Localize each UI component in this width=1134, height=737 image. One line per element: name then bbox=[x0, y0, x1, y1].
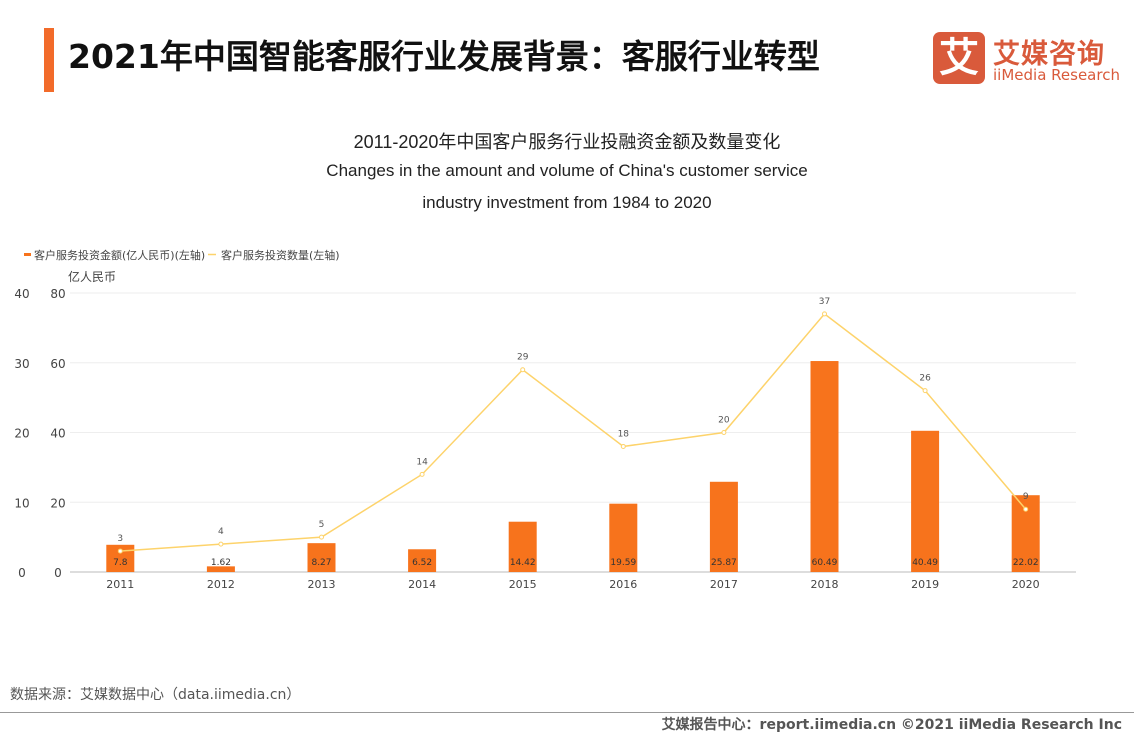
bar-data-label: 22.02 bbox=[1013, 558, 1039, 568]
logo-mark: 艾 bbox=[933, 32, 985, 84]
logo-cn: 艾媒咨询 bbox=[993, 39, 1105, 70]
bar-data-label: 14.42 bbox=[510, 558, 536, 568]
page-title: 2021年中国智能客服行业发展背景：客服行业转型 bbox=[68, 37, 820, 76]
line-point bbox=[419, 471, 425, 477]
bar bbox=[408, 549, 437, 572]
line-point bbox=[218, 541, 224, 547]
line-data-label: 5 bbox=[319, 520, 325, 530]
bar-data-label: 6.52 bbox=[412, 558, 432, 568]
bar bbox=[206, 566, 235, 572]
data-source: 数据来源：艾媒数据中心（data.iimedia.cn） bbox=[10, 687, 301, 703]
x-tick-label: 2012 bbox=[207, 578, 235, 591]
x-tick-label: 2018 bbox=[811, 578, 839, 591]
line-point bbox=[620, 443, 626, 449]
bar-data-label: 7.8 bbox=[113, 558, 128, 568]
x-tick-label: 2016 bbox=[609, 578, 637, 591]
legend-bar-label: 客户服务投资金额(亿人民币)(左轴) bbox=[34, 248, 205, 262]
line-data-label: 4 bbox=[218, 527, 224, 537]
line-point bbox=[922, 388, 928, 394]
bar-data-label: 1.62 bbox=[211, 558, 231, 568]
inner-y-tick: 0 bbox=[54, 566, 62, 580]
footer-divider bbox=[0, 712, 1134, 713]
outer-y-tick: 20 bbox=[14, 427, 29, 441]
line-data-label: 3 bbox=[117, 534, 123, 544]
x-tick-label: 2019 bbox=[911, 578, 939, 591]
x-tick-label: 2014 bbox=[408, 578, 436, 591]
bar-data-label: 19.59 bbox=[610, 558, 636, 568]
chart-subtitle-2: industry investment from 1984 to 2020 bbox=[422, 193, 712, 212]
line-data-label: 18 bbox=[618, 429, 630, 439]
line-point bbox=[721, 430, 727, 435]
line-data-label: 26 bbox=[919, 374, 931, 384]
x-tick-label: 2015 bbox=[509, 578, 537, 591]
bar-data-label: 60.49 bbox=[812, 558, 838, 568]
bar bbox=[709, 481, 738, 572]
bar-data-label: 25.87 bbox=[711, 558, 737, 568]
footer-copyright: 艾媒报告中心：report.iimedia.cn ©2021 iiMedia R… bbox=[661, 717, 1122, 733]
chart-subtitle-1: Changes in the amount and volume of Chin… bbox=[326, 161, 808, 180]
x-tick-label: 2017 bbox=[710, 578, 738, 591]
line-point bbox=[822, 311, 827, 317]
chart-title: 2011-2020年中国客户服务行业投融资金额及数量变化 bbox=[353, 132, 781, 152]
line-point bbox=[1023, 506, 1029, 512]
legend-line-label: 客户服务投资数量(左轴) bbox=[221, 248, 340, 262]
inner-y-tick: 40 bbox=[50, 427, 65, 441]
bar-data-label: 40.49 bbox=[912, 558, 938, 568]
axis-unit: 亿人民币 bbox=[68, 269, 116, 284]
bar bbox=[609, 503, 638, 572]
count-line bbox=[120, 312, 1027, 552]
legend-bar-swatch bbox=[24, 253, 31, 256]
inner-y-tick: 20 bbox=[50, 496, 65, 510]
outer-y-tick: 30 bbox=[14, 357, 29, 371]
outer-y-tick: 40 bbox=[14, 287, 29, 301]
line-data-label: 9 bbox=[1023, 492, 1029, 502]
bar bbox=[508, 521, 537, 572]
outer-y-tick: 10 bbox=[14, 496, 29, 510]
line-data-label: 37 bbox=[819, 297, 830, 307]
outer-y-tick: 0 bbox=[18, 566, 26, 580]
line-point bbox=[520, 367, 526, 373]
bar-data-label: 8.27 bbox=[311, 558, 331, 568]
bar bbox=[911, 430, 940, 572]
line-point bbox=[319, 534, 324, 540]
title-accent-bar bbox=[44, 28, 54, 92]
bar bbox=[810, 361, 839, 572]
line-data-label: 20 bbox=[718, 416, 730, 426]
x-tick-label: 2013 bbox=[308, 578, 336, 591]
line-data-label: 14 bbox=[416, 457, 428, 467]
inner-y-tick: 80 bbox=[50, 287, 65, 301]
logo-en: iiMedia Research bbox=[993, 66, 1120, 84]
x-tick-label: 2011 bbox=[106, 578, 134, 591]
bar bbox=[307, 543, 336, 572]
line-data-label: 29 bbox=[517, 353, 529, 363]
x-tick-label: 2020 bbox=[1012, 578, 1040, 591]
inner-y-tick: 60 bbox=[50, 357, 65, 371]
line-point bbox=[117, 548, 123, 554]
